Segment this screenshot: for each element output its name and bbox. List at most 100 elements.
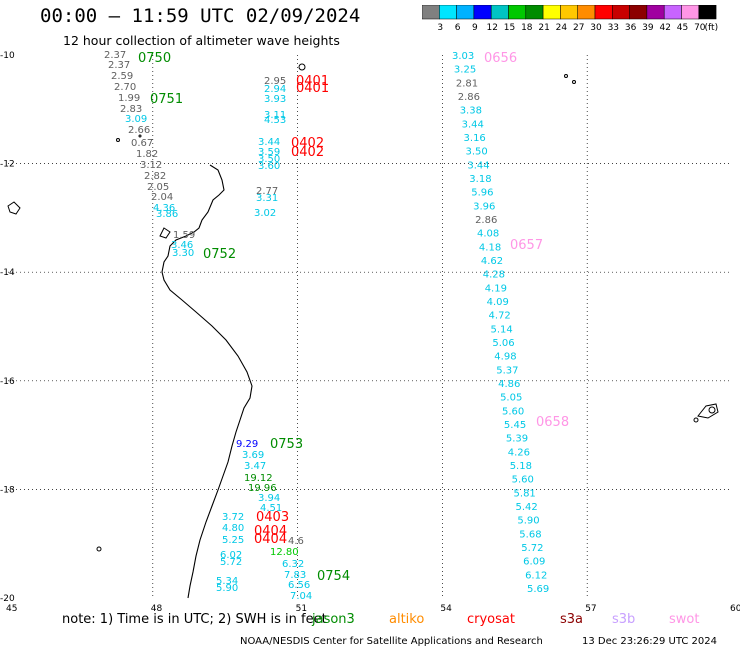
lat-label: -12 (0, 160, 15, 170)
colorbar-tick-label: 39 (642, 23, 654, 33)
lon-label: 60 (730, 604, 740, 614)
swh-value: 2.81 (456, 78, 478, 89)
lat-label: -20 (0, 594, 15, 604)
colorbar-swatch (698, 5, 717, 20)
legend-cryosat: cryosat (467, 612, 515, 627)
swh-value: 3.72 (222, 512, 244, 523)
swh-value: 2.83 (120, 104, 142, 115)
swh-value: 5.72 (220, 557, 242, 568)
swh-value: 3.47 (244, 461, 266, 472)
pass-label: 0656 (484, 51, 517, 66)
pass-label: 0404 (254, 524, 287, 539)
swh-value: 4.08 (477, 229, 499, 240)
colorbar-tick-label: 70 (694, 23, 706, 33)
swh-value: 3.31 (256, 193, 278, 204)
island-outline (708, 406, 716, 414)
swh-value: 2.94 (264, 84, 286, 95)
swh-value: 3.38 (460, 106, 482, 117)
swh-value: 3.09 (125, 114, 147, 125)
swh-value: 3.02 (254, 208, 276, 219)
island-outline (572, 80, 576, 84)
madagascar-coastline (161, 164, 253, 599)
swh-value: 3.25 (454, 65, 476, 76)
colorbar-tick-label: 21 (538, 23, 549, 33)
swh-value: 6.02 (220, 550, 242, 561)
lat-label: -16 (0, 377, 15, 387)
island-outline (7, 201, 21, 215)
map-subtitle: 12 hour collection of altimeter wave hei… (63, 33, 340, 48)
swh-value: 4.86 (498, 379, 520, 390)
legend-jason3: jason3 (312, 612, 355, 627)
lat-label: -10 (0, 51, 15, 61)
legend-s3b: s3b (612, 612, 636, 627)
colorbar-tick-label: 27 (573, 23, 584, 33)
pass-label: 0751 (150, 92, 183, 107)
swh-value: 5.14 (490, 324, 512, 335)
swh-value: 5.45 (504, 420, 526, 431)
swh-value: 5.60 (512, 475, 534, 486)
lon-label: 51 (296, 604, 307, 614)
swh-value: 4.53 (264, 115, 286, 126)
swh-value: 5.69 (527, 584, 549, 595)
colorbar-tick-label: 15 (504, 23, 515, 33)
pass-label: 0401 (296, 81, 329, 96)
swh-value: 5.96 (471, 188, 493, 199)
colorbar-tick-label: 42 (659, 23, 670, 33)
legend-altiko: altiko (389, 612, 425, 627)
pass-label: 0404 (254, 532, 287, 547)
swh-value: 1.59 (173, 230, 195, 241)
spacer (0, 0, 600, 40)
swh-value: 7.83 (284, 570, 306, 581)
swh-value: 3.44 (467, 160, 489, 171)
swh-value: 3.30 (172, 248, 194, 259)
colorbar-tick-label: 12 (486, 23, 497, 33)
swh-value: 2.37 (108, 60, 130, 71)
timestamp-text: 13 Dec 23:26:29 UTC 2024 (582, 636, 717, 647)
swh-value: 6.12 (525, 570, 547, 581)
swh-value: 4.62 (481, 256, 503, 267)
swh-value: 4.18 (479, 242, 501, 253)
swh-value: 4.51 (260, 503, 282, 514)
swh-value: 5.37 (496, 365, 518, 376)
swh-value: 2.95 (264, 76, 286, 87)
pass-label: 0403 (256, 510, 289, 525)
swh-value: 5.06 (492, 338, 514, 349)
swh-value: 3.44 (462, 119, 484, 130)
island-outline (298, 63, 306, 71)
colorbar-tick-label: 18 (521, 23, 533, 33)
swh-value: 19.96 (248, 483, 277, 494)
swh-value: 2.05 (147, 182, 169, 193)
swh-value: 5.81 (514, 488, 536, 499)
lon-label: 54 (440, 604, 452, 614)
swh-value: 3.18 (469, 174, 491, 185)
swh-value: 3.93 (264, 94, 286, 105)
swh-value: 4.6 (288, 536, 304, 547)
footnote: note: 1) Time is in UTC; 2) SWH is in fe… (62, 612, 327, 627)
island-outline (693, 417, 699, 423)
swh-value: 19.12 (244, 473, 273, 484)
swh-value: 3.46 (171, 240, 193, 251)
swh-value: 3.96 (473, 201, 495, 212)
swh-value: 4.72 (489, 311, 511, 322)
colorbar-tick-label: 30 (590, 23, 602, 33)
lon-label: 48 (151, 604, 163, 614)
colorbar-tick-label: 45 (677, 23, 688, 33)
colorbar-tick-label: 24 (556, 23, 568, 33)
swh-value: 4.19 (485, 283, 507, 294)
swh-value: 4.98 (494, 352, 516, 363)
legend-swot: swot (669, 612, 700, 627)
swh-value: 6.56 (288, 580, 310, 591)
islet-outline (159, 227, 171, 239)
swh-value: 3.16 (464, 133, 486, 144)
swh-value: 3.12 (140, 160, 162, 171)
swh-value: 5.68 (519, 529, 541, 540)
colorbar-tick-label: 9 (472, 23, 478, 33)
swh-value: 3.59 (258, 147, 280, 158)
pass-label: 0750 (138, 51, 171, 66)
swh-value: 3.86 (156, 209, 178, 220)
pass-label: 0401 (296, 74, 329, 89)
swh-value: 5.72 (521, 543, 543, 554)
swh-value: 3.11 (264, 110, 286, 121)
swh-value: 5.90 (517, 516, 539, 527)
swh-value: 2.70 (114, 82, 136, 93)
